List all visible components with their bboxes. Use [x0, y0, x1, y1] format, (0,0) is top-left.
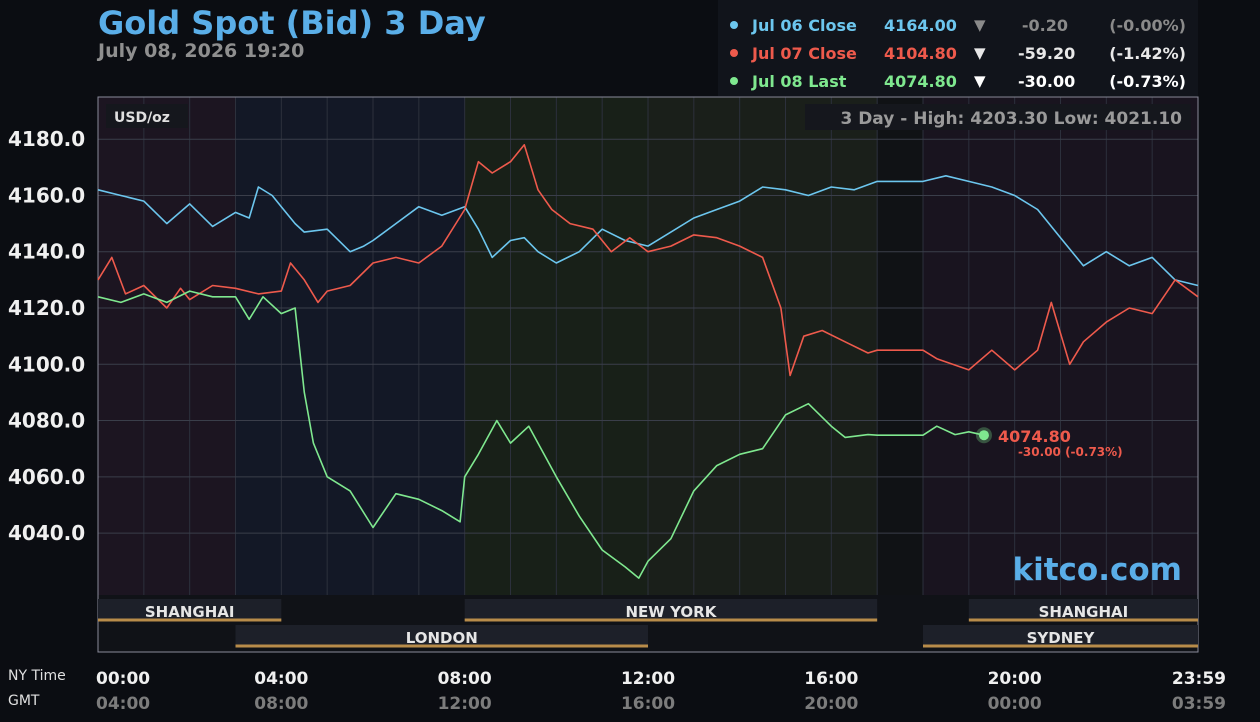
ny-time-row-label: NY Time: [8, 668, 66, 684]
x-tick-gmt: 16:00: [621, 694, 675, 714]
session-label: SYDNEY: [1027, 629, 1096, 647]
legend-row-jul07[interactable]: Jul 07 Close 4104.80 ▼ -59.20 (-1.42%): [718, 34, 1198, 63]
unit-label-box: [106, 104, 188, 128]
x-tick-gmt: 00:00: [988, 694, 1042, 714]
watermark[interactable]: kitco.com: [1013, 552, 1183, 588]
legend-change: -59.20: [1018, 44, 1076, 63]
plot-frame: [97, 96, 1199, 653]
series-line-2[interactable]: [97, 144, 1199, 377]
x-tick-gmt: 12:00: [438, 694, 492, 714]
down-arrow-icon: ▼: [974, 72, 986, 90]
x-tick-ny: 00:00: [96, 669, 150, 689]
legend-percent: (-1.42%): [1109, 44, 1186, 63]
range-label-box: [805, 104, 1191, 130]
y-tick-label: 4180.0: [8, 127, 85, 151]
x-tick-gmt: 20:00: [804, 694, 858, 714]
legend-change: -0.20: [1021, 16, 1068, 35]
legend-bullet-icon: [730, 21, 738, 29]
y-tick-label: 4140.0: [8, 240, 85, 264]
legend-bullet-icon: [730, 49, 738, 57]
y-tick-label: 4080.0: [8, 409, 85, 433]
range-label: 3 Day - High: 4203.30 Low: 4021.10: [840, 109, 1182, 129]
gmt-row-label: GMT: [8, 693, 40, 709]
legend-percent: (-0.00%): [1109, 16, 1186, 35]
legend-row-jul08[interactable]: Jul 08 Last 4074.80 ▼ -30.00 (-0.73%): [718, 62, 1198, 91]
session-bar: [923, 625, 1198, 646]
y-tick-label: 4040.0: [8, 521, 85, 545]
session-bar: [235, 625, 648, 646]
chart-title: Gold Spot (Bid) 3 Day: [98, 4, 486, 42]
legend-price: 4164.00: [884, 16, 957, 35]
x-tick-gmt: 03:59: [1172, 694, 1226, 714]
legend-row-jul06[interactable]: Jul 06 Close 4164.00 ▼ -0.20 (-0.00%): [718, 6, 1198, 35]
legend-change: -30.00: [1018, 72, 1076, 91]
x-tick-gmt: 04:00: [96, 694, 150, 714]
legend-name: Jul 06 Close: [752, 16, 857, 35]
unit-label: USD/oz: [114, 110, 170, 126]
down-arrow-icon: ▼: [974, 44, 986, 62]
session-bar: [98, 599, 282, 620]
y-tick-label: 4100.0: [8, 352, 85, 376]
session-label: SHANGHAI: [1039, 603, 1129, 621]
session-shade-band: [877, 97, 923, 595]
x-tick-gmt: 08:00: [254, 694, 308, 714]
session-shade-band: [98, 97, 236, 595]
legend-price: 4104.80: [884, 44, 957, 63]
session-label: NEW YORK: [626, 603, 718, 621]
x-tick-ny: 23:59: [1172, 669, 1226, 689]
legend-name: Jul 08 Last: [752, 72, 847, 91]
last-point-marker[interactable]: [978, 430, 989, 441]
chart-timestamp: July 08, 2026 19:20: [98, 40, 305, 62]
last-change-label: -30.00 (-0.73%): [1018, 445, 1123, 459]
session-shade-band: [235, 97, 465, 595]
x-tick-ny: 04:00: [254, 669, 308, 689]
session-label: SHANGHAI: [145, 603, 235, 621]
series-line-1[interactable]: [97, 175, 1199, 287]
session-bar: [464, 599, 878, 620]
legend-price: 4074.80: [884, 72, 957, 91]
legend-percent: (-0.73%): [1109, 72, 1186, 91]
down-arrow-icon: ▼: [974, 16, 986, 34]
x-tick-ny: 12:00: [621, 669, 675, 689]
y-tick-label: 4120.0: [8, 296, 85, 320]
session-bar: [968, 599, 1198, 620]
y-tick-label: 4160.0: [8, 183, 85, 207]
x-tick-ny: 08:00: [438, 669, 492, 689]
last-price-label: 4074.80: [998, 427, 1071, 446]
legend-name: Jul 07 Close: [752, 44, 857, 63]
legend-panel: Jul 06 Close 4164.00 ▼ -0.20 (-0.00%) Ju…: [718, 0, 1198, 96]
x-tick-ny: 20:00: [988, 669, 1042, 689]
series-line-3[interactable]: [97, 290, 985, 579]
x-tick-ny: 16:00: [804, 669, 858, 689]
legend-bullet-icon: [730, 77, 738, 85]
session-shade-band: [648, 97, 878, 595]
session-label: LONDON: [406, 629, 478, 647]
y-tick-label: 4060.0: [8, 465, 85, 489]
